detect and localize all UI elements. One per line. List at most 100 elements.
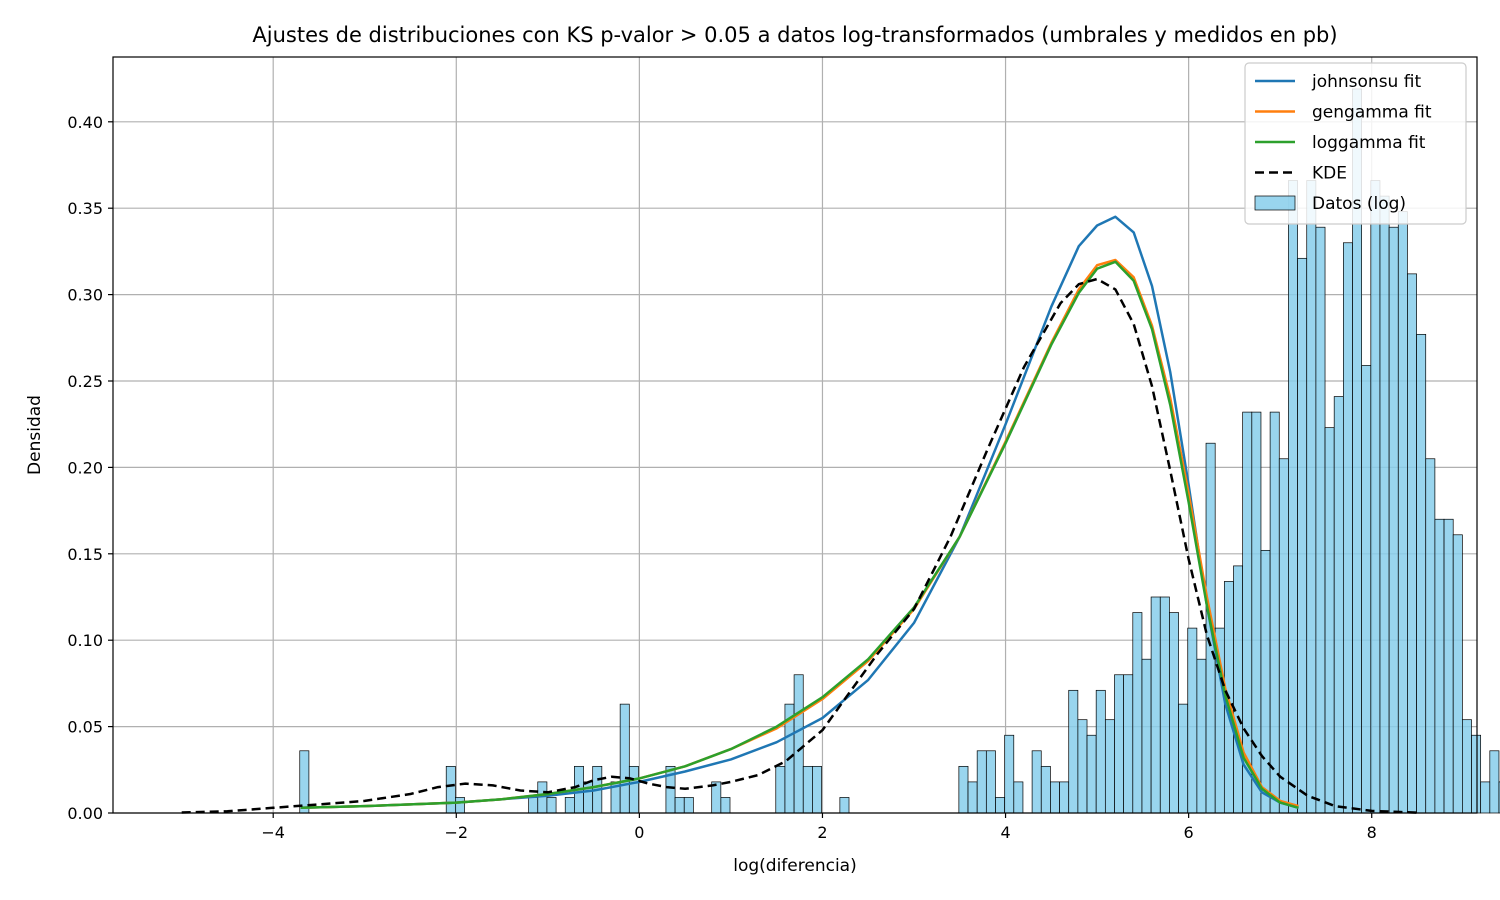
- histogram-bar: [1132, 612, 1143, 814]
- histogram-bar: [1379, 195, 1390, 814]
- histogram-bar: [958, 765, 969, 814]
- histogram-bar: [1086, 734, 1097, 814]
- histogram-bar: [1407, 273, 1417, 814]
- y-tick-label: 0.35: [67, 199, 103, 218]
- x-tick-label: 2: [817, 823, 827, 842]
- histogram-bar: [455, 797, 465, 814]
- histogram-bar: [1480, 781, 1491, 814]
- x-axis-label: log(diferencia): [733, 856, 856, 876]
- histogram-bar: [674, 797, 685, 814]
- histogram-bar: [445, 765, 456, 814]
- histogram-bar: [1013, 781, 1024, 814]
- legend-label: gengamma fit: [1312, 103, 1432, 123]
- histogram-bar: [1150, 596, 1161, 814]
- legend-box: [1244, 62, 1467, 225]
- y-tick-label: 0.20: [67, 458, 103, 477]
- histogram-bar: [1123, 674, 1134, 814]
- histogram-bar: [1068, 689, 1079, 814]
- legend-label: KDE: [1312, 164, 1347, 184]
- histogram-bar: [802, 765, 813, 814]
- histogram-bar: [1333, 396, 1344, 814]
- histogram-bar: [1361, 365, 1372, 814]
- histogram-bar: [720, 797, 731, 814]
- histogram-bar: [546, 797, 557, 814]
- histogram-bar: [528, 797, 539, 814]
- histogram-bar: [1370, 180, 1381, 814]
- histogram-bar: [1471, 734, 1482, 814]
- histogram-bar: [1269, 411, 1280, 814]
- histogram-bar: [1425, 458, 1436, 814]
- legend-label: Datos (log): [1312, 194, 1406, 214]
- legend-label: johnsonsu fit: [1311, 72, 1421, 92]
- histogram-bar: [1031, 750, 1042, 814]
- histogram-bar: [1489, 750, 1500, 814]
- histogram-bar: [1114, 674, 1124, 814]
- x-tick-label: −2: [444, 823, 468, 842]
- histogram-bar: [1004, 734, 1015, 814]
- histogram-bar: [976, 750, 987, 814]
- x-tick-label: 6: [1184, 823, 1194, 842]
- histogram-bar: [1388, 226, 1399, 814]
- histogram-bar: [1306, 180, 1317, 814]
- x-tick-label: 0: [634, 823, 644, 842]
- histogram-bar: [683, 797, 694, 814]
- histogram-bar: [1141, 658, 1152, 814]
- histogram-bar: [775, 765, 786, 814]
- plot-frame: [112, 56, 1478, 814]
- y-tick-label: 0.40: [67, 113, 103, 132]
- histogram-bar: [1233, 565, 1243, 814]
- histogram-bar: [995, 797, 1005, 814]
- x-axis-ticks: −4 −2 0 2 4 6 8: [261, 813, 1377, 842]
- histogram-bar: [1095, 689, 1106, 814]
- histogram-bar: [1196, 658, 1207, 814]
- histogram-bar: [1159, 596, 1170, 814]
- histogram-bar: [1324, 427, 1335, 814]
- y-tick-label: 0.25: [67, 372, 103, 391]
- fit-curves: [181, 215, 1418, 814]
- histogram-bar: [1059, 781, 1070, 814]
- y-tick-label: 0.00: [67, 804, 103, 823]
- loggamma-fit-line: [300, 260, 1299, 810]
- histogram-bar: [1397, 211, 1408, 814]
- histogram-bar: [1077, 719, 1088, 814]
- x-tick-label: 4: [1000, 823, 1010, 842]
- histogram-bar: [628, 765, 639, 814]
- histogram-bar: [564, 797, 575, 814]
- kde-line: [181, 277, 1418, 814]
- histogram-bar: [1416, 333, 1427, 814]
- histogram-bar: [619, 703, 630, 814]
- histogram-bar: [1187, 627, 1198, 814]
- histogram-bar: [985, 750, 996, 814]
- y-axis-ticks: 0.00 0.05 0.10 0.15 0.20 0.25 0.30 0.35 0.40: [67, 113, 113, 823]
- y-tick-label: 0.05: [67, 718, 103, 737]
- x-tick-label: 8: [1367, 823, 1377, 842]
- histogram-bar: [812, 765, 822, 814]
- histogram-bar: [1040, 765, 1051, 814]
- histogram-bar: [1297, 257, 1308, 814]
- histogram-bar: [1178, 703, 1189, 814]
- histogram-bar: [1104, 719, 1115, 814]
- histogram-bar: [1443, 518, 1454, 814]
- y-tick-label: 0.30: [67, 286, 103, 305]
- histogram-bar: [1462, 719, 1472, 814]
- histogram-bar: [839, 797, 850, 814]
- y-tick-label: 0.10: [67, 631, 103, 650]
- histogram-bar: [793, 674, 804, 814]
- y-tick-label: 0.15: [67, 545, 103, 564]
- legend-patch-datos: [1254, 195, 1296, 211]
- chart-title: Ajustes de distribuciones con KS p-valor…: [252, 23, 1337, 47]
- histogram-bar: [1452, 534, 1463, 814]
- histogram-bar: [967, 781, 978, 814]
- histogram-bar: [1288, 180, 1298, 814]
- histogram-bar: [299, 750, 310, 814]
- histogram-bar: [1260, 549, 1271, 814]
- x-tick-label: −4: [261, 823, 285, 842]
- histogram-bar: [1498, 781, 1500, 814]
- legend: johnsonsu fit gengamma fit loggamma fit KDE…: [1244, 62, 1467, 225]
- y-axis-label: Densidad: [25, 395, 45, 475]
- histogram-bar: [1315, 226, 1326, 814]
- histogram-bar: [1278, 458, 1289, 814]
- histogram-bar: [1050, 781, 1060, 814]
- legend-label: loggamma fit: [1312, 133, 1426, 153]
